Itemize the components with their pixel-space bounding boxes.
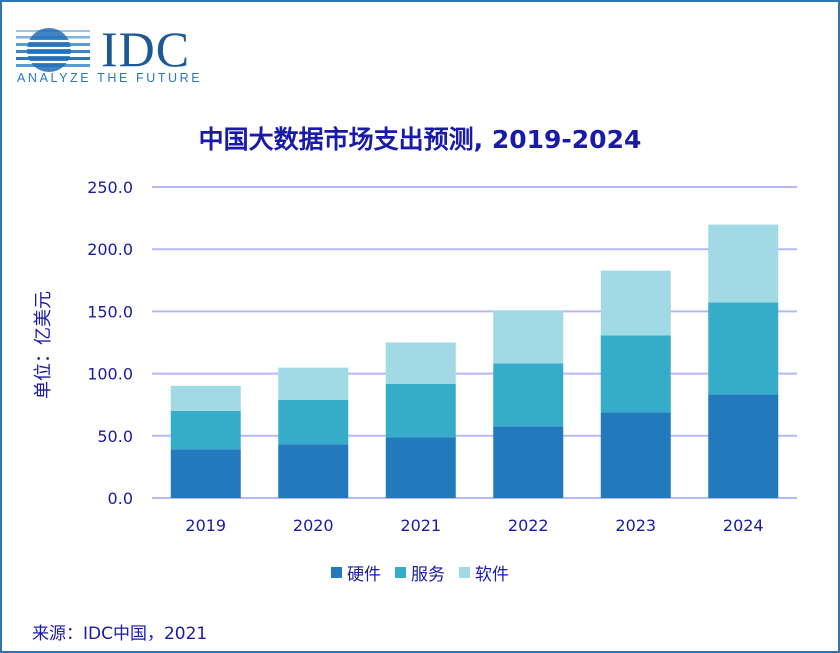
bar-segment [385,437,456,498]
y-tick-label: 150.0 [87,302,133,321]
bar-segment [493,363,564,427]
x-tick-label: 2019 [185,516,226,535]
legend-swatch [459,567,470,578]
y-tick-label: 0.0 [108,489,133,508]
bar-segment [708,302,779,395]
bar-segment [385,383,456,438]
x-tick-label: 2023 [615,516,656,535]
bar-segment [278,367,349,400]
y-tick-label: 50.0 [97,427,133,446]
legend: 硬件 服务 软件 [0,560,840,585]
x-tick-label: 2022 [508,516,549,535]
bar-segment [600,335,671,413]
bar-segment [170,385,241,411]
bar-segment [600,412,671,498]
legend-label: 软件 [475,565,509,585]
bar-segment [708,394,779,498]
legend-swatch [331,567,342,578]
chart-title: 中国大数据市场支出预测, 2019-2024 [198,125,642,154]
y-tick-label: 200.0 [87,240,133,259]
y-tick-label: 100.0 [87,365,133,384]
logo-wordmark: IDC [101,21,191,77]
x-tick-label: 2020 [293,516,334,535]
bar-segment [708,224,779,303]
y-tick-label: 250.0 [87,178,133,197]
bar-segment [170,449,241,498]
bar-segment [493,310,564,364]
bar-segment [493,426,564,498]
legend-item-services: 服务 [395,560,445,585]
bar-segment [278,399,349,445]
x-tick-label: 2021 [400,516,441,535]
legend-item-hardware: 硬件 [331,560,381,585]
legend-label: 硬件 [347,565,381,585]
bar-segment [385,342,456,384]
bar-segment [600,270,671,336]
legend-label: 服务 [411,565,445,585]
source-note: 来源：IDC中国，2021 [32,624,208,644]
legend-swatch [395,567,406,578]
logo-tagline: ANALYZE THE FUTURE [17,71,203,85]
bar-segment [170,410,241,450]
bar-segment [278,444,349,498]
idc-logo-globe-icon [16,28,90,72]
x-tick-label: 2024 [723,516,764,535]
legend-item-software: 软件 [459,560,509,585]
